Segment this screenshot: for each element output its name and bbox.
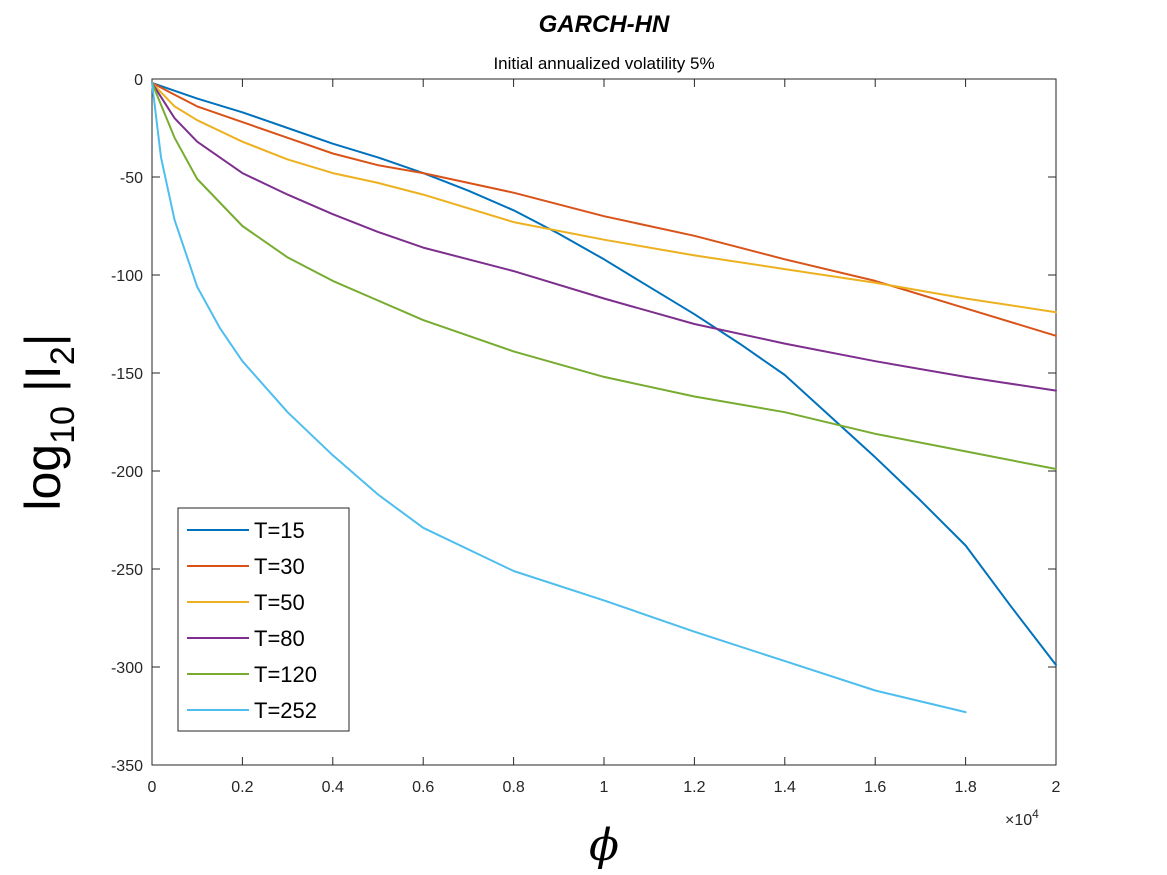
x-tick-label: 1.8 [954, 779, 976, 796]
legend-box [177, 507, 350, 732]
x-exponent-label: ×104 [1005, 807, 1039, 829]
y-tick-label: -150 [111, 366, 143, 383]
y-label-end: | [15, 333, 71, 346]
legend-label: T=252 [254, 698, 317, 723]
y-label-sub: 10 [44, 406, 82, 444]
legend-label: T=15 [254, 518, 305, 543]
x-tick-label: 1.2 [683, 779, 705, 796]
x-tick-label: 0.8 [502, 779, 524, 796]
series-line-t-120 [151, 81, 1057, 470]
x-axis-label: ϕ [589, 820, 619, 871]
y-label-tail: |I [15, 365, 71, 406]
x-tick-label: 0.4 [322, 779, 344, 796]
x-tick-labels: 0 0.2 0.4 0.6 0.8 1 1.2 1.4 1.6 1.8 2 [148, 779, 1061, 796]
y-tick-label: -300 [111, 660, 143, 677]
series-line-t-80 [151, 81, 1057, 392]
x-tick-label: 1.6 [864, 779, 886, 796]
x-tick-label: 0.6 [412, 779, 434, 796]
x-tick-label: 1.4 [774, 779, 796, 796]
y-tick-label: -250 [111, 562, 143, 579]
series-line-t-50 [151, 81, 1057, 314]
legend-label: T=30 [254, 554, 305, 579]
y-tick-label: -50 [120, 170, 143, 187]
legend-label: T=80 [254, 626, 305, 651]
y-tick-label: -200 [111, 464, 143, 481]
y-tick-label: -350 [111, 758, 143, 775]
legend: T=15 T=30 T=50 T=80 T=120 T=252 [177, 507, 350, 732]
legend-label: T=120 [254, 662, 317, 687]
chart-subtitle: Initial annualized volatility 5% [493, 54, 714, 73]
chart-title: GARCH-HN [539, 11, 670, 38]
x-exponent-power: 4 [1032, 807, 1039, 821]
series-group [151, 81, 1057, 714]
y-axis-label: log10 |I2| [15, 333, 82, 510]
x-tick-label: 0.2 [231, 779, 253, 796]
series-line-t-30 [151, 81, 1057, 337]
y-label-tail-sub: 2 [44, 346, 82, 365]
ticks [151, 78, 1057, 766]
x-tick-label: 2 [1052, 779, 1061, 796]
series-line-t-15 [151, 81, 1057, 666]
legend-label: T=50 [254, 590, 305, 615]
y-tick-labels: 0 -50 -100 -150 -200 -250 -300 -350 [111, 72, 143, 775]
y-label-base: log [15, 444, 71, 511]
series-line-t-252 [151, 81, 967, 714]
y-tick-label: 0 [134, 72, 143, 89]
y-tick-label: -100 [111, 268, 143, 285]
x-tick-label: 1 [600, 779, 609, 796]
x-tick-label: 0 [148, 779, 157, 796]
x-exponent-base: ×10 [1005, 812, 1032, 829]
